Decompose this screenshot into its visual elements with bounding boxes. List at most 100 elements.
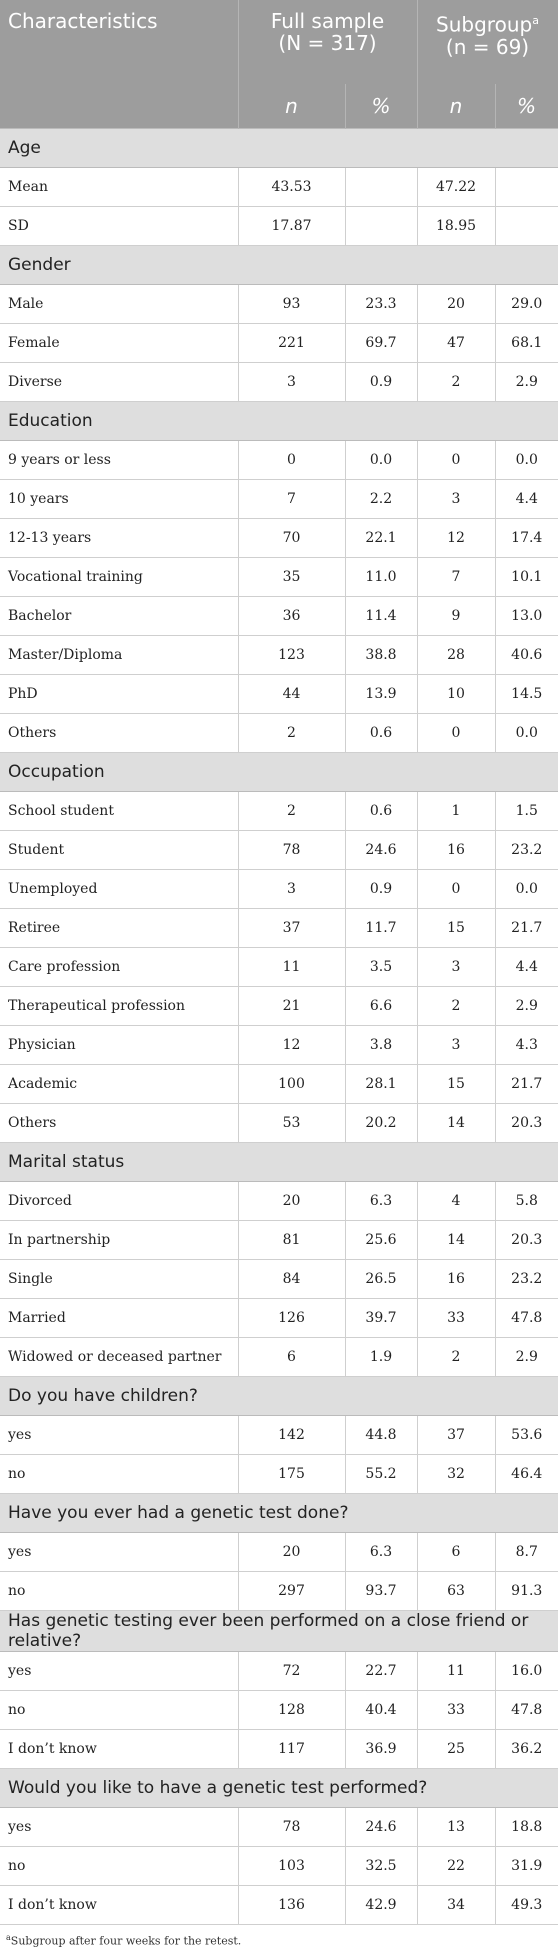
- data-row: no 297 93.7 63 91.3: [0, 1571, 558, 1611]
- cell: 20.3: [494, 1103, 558, 1143]
- cell: 2.9: [494, 986, 558, 1026]
- cell: 20: [237, 1181, 346, 1221]
- cell: 0.0: [494, 440, 558, 480]
- cell: 2: [416, 986, 496, 1026]
- data-row: Care profession 11 3.5 3 4.4: [0, 947, 558, 987]
- data-row: In partnership 81 25.6 14 20.3: [0, 1220, 558, 1260]
- section-row: Marital status: [0, 1142, 558, 1182]
- cell: 53.6: [494, 1415, 558, 1455]
- cell: 20.3: [494, 1220, 558, 1260]
- table-body: Age Mean 43.53 47.22 SD 17.87 18.95 Gender Male 9…: [0, 128, 558, 1925]
- cell: 93.7: [344, 1571, 418, 1611]
- cell: 20: [237, 1532, 346, 1572]
- cell: 14.5: [494, 674, 558, 714]
- cell: 28: [416, 635, 496, 675]
- cell: 3.5: [344, 947, 418, 987]
- row-label: yes: [0, 1532, 239, 1572]
- row-label: yes: [0, 1807, 239, 1847]
- cell: 12: [416, 518, 496, 558]
- cell: 37: [416, 1415, 496, 1455]
- cell: 17.87: [237, 206, 346, 246]
- data-row: Academic 100 28.1 15 21.7: [0, 1064, 558, 1104]
- cell: 24.6: [344, 830, 418, 870]
- row-label: 9 years or less: [0, 440, 239, 480]
- data-row: Single 84 26.5 16 23.2: [0, 1259, 558, 1299]
- cell: 16.0: [494, 1651, 558, 1691]
- data-row: Unemployed 3 0.9 0 0.0: [0, 869, 558, 909]
- cell: 17.4: [494, 518, 558, 558]
- cell: 20: [416, 284, 496, 324]
- cell: 44.8: [344, 1415, 418, 1455]
- cell: 47.8: [494, 1298, 558, 1338]
- section-row: Gender: [0, 245, 558, 285]
- header-text: Subgroup: [436, 12, 533, 37]
- section-row: Have you ever had a genetic test done?: [0, 1493, 558, 1533]
- cell: 2: [416, 362, 496, 402]
- cell: 31.9: [494, 1846, 558, 1886]
- data-row: Retiree 37 11.7 15 21.7: [0, 908, 558, 948]
- cell: 11: [237, 947, 346, 987]
- section-title: Do you have children?: [0, 1376, 558, 1416]
- cell: 0: [416, 713, 496, 753]
- section-title: Education: [0, 401, 558, 441]
- cell: 28.1: [344, 1064, 418, 1104]
- data-row: Male 93 23.3 20 29.0: [0, 284, 558, 324]
- row-label: In partnership: [0, 1220, 239, 1260]
- cell: 38.8: [344, 635, 418, 675]
- cell: [494, 167, 558, 207]
- cell: 21.7: [494, 1064, 558, 1104]
- cell: 93: [237, 284, 346, 324]
- cell: 33: [416, 1690, 496, 1730]
- cell: 11.7: [344, 908, 418, 948]
- cell: 32: [416, 1454, 496, 1494]
- cell: 14: [416, 1103, 496, 1143]
- row-label: Male: [0, 284, 239, 324]
- cell: 117: [237, 1729, 346, 1769]
- data-row: Mean 43.53 47.22: [0, 167, 558, 207]
- section-row: Do you have children?: [0, 1376, 558, 1416]
- cell: 23.2: [494, 830, 558, 870]
- cell: 128: [237, 1690, 346, 1730]
- row-label: Retiree: [0, 908, 239, 948]
- cell: 7: [416, 557, 496, 597]
- cell: 0.0: [494, 869, 558, 909]
- data-row: yes 78 24.6 13 18.8: [0, 1807, 558, 1847]
- row-label: Academic: [0, 1064, 239, 1104]
- cell: 47: [416, 323, 496, 363]
- row-label: Vocational training: [0, 557, 239, 597]
- cell: 15: [416, 908, 496, 948]
- header-cell: Full sample (N = 317): [238, 0, 418, 84]
- cell: 0: [237, 440, 346, 480]
- cell: 23.2: [494, 1259, 558, 1299]
- cell: 22.7: [344, 1651, 418, 1691]
- cell: 53: [237, 1103, 346, 1143]
- cell: 11.4: [344, 596, 418, 636]
- cell: 2: [416, 1337, 496, 1377]
- cell: 7: [237, 479, 346, 519]
- row-label: Single: [0, 1259, 239, 1299]
- cell: 40.6: [494, 635, 558, 675]
- cell: 2: [237, 713, 346, 753]
- data-row: Diverse 3 0.9 2 2.9: [0, 362, 558, 402]
- cell: 84: [237, 1259, 346, 1299]
- section-row: Age: [0, 128, 558, 168]
- cell: 63: [416, 1571, 496, 1611]
- data-row: Master/Diploma 123 38.8 28 40.6: [0, 635, 558, 675]
- cell: 20.2: [344, 1103, 418, 1143]
- row-label: Therapeutical profession: [0, 986, 239, 1026]
- row-label: I don’t know: [0, 1729, 239, 1769]
- row-label: 12-13 years: [0, 518, 239, 558]
- cell: [344, 206, 418, 246]
- cell: 2.2: [344, 479, 418, 519]
- cell: 10.1: [494, 557, 558, 597]
- row-label: Care profession: [0, 947, 239, 987]
- cell: 12: [237, 1025, 346, 1065]
- header-text: (N = 317): [278, 31, 377, 55]
- section-title: Would you like to have a genetic test pe…: [0, 1768, 558, 1808]
- cell: 2.9: [494, 1337, 558, 1377]
- cell: 34: [416, 1885, 496, 1925]
- cell: 42.9: [344, 1885, 418, 1925]
- cell: 26.5: [344, 1259, 418, 1299]
- cell: 1.9: [344, 1337, 418, 1377]
